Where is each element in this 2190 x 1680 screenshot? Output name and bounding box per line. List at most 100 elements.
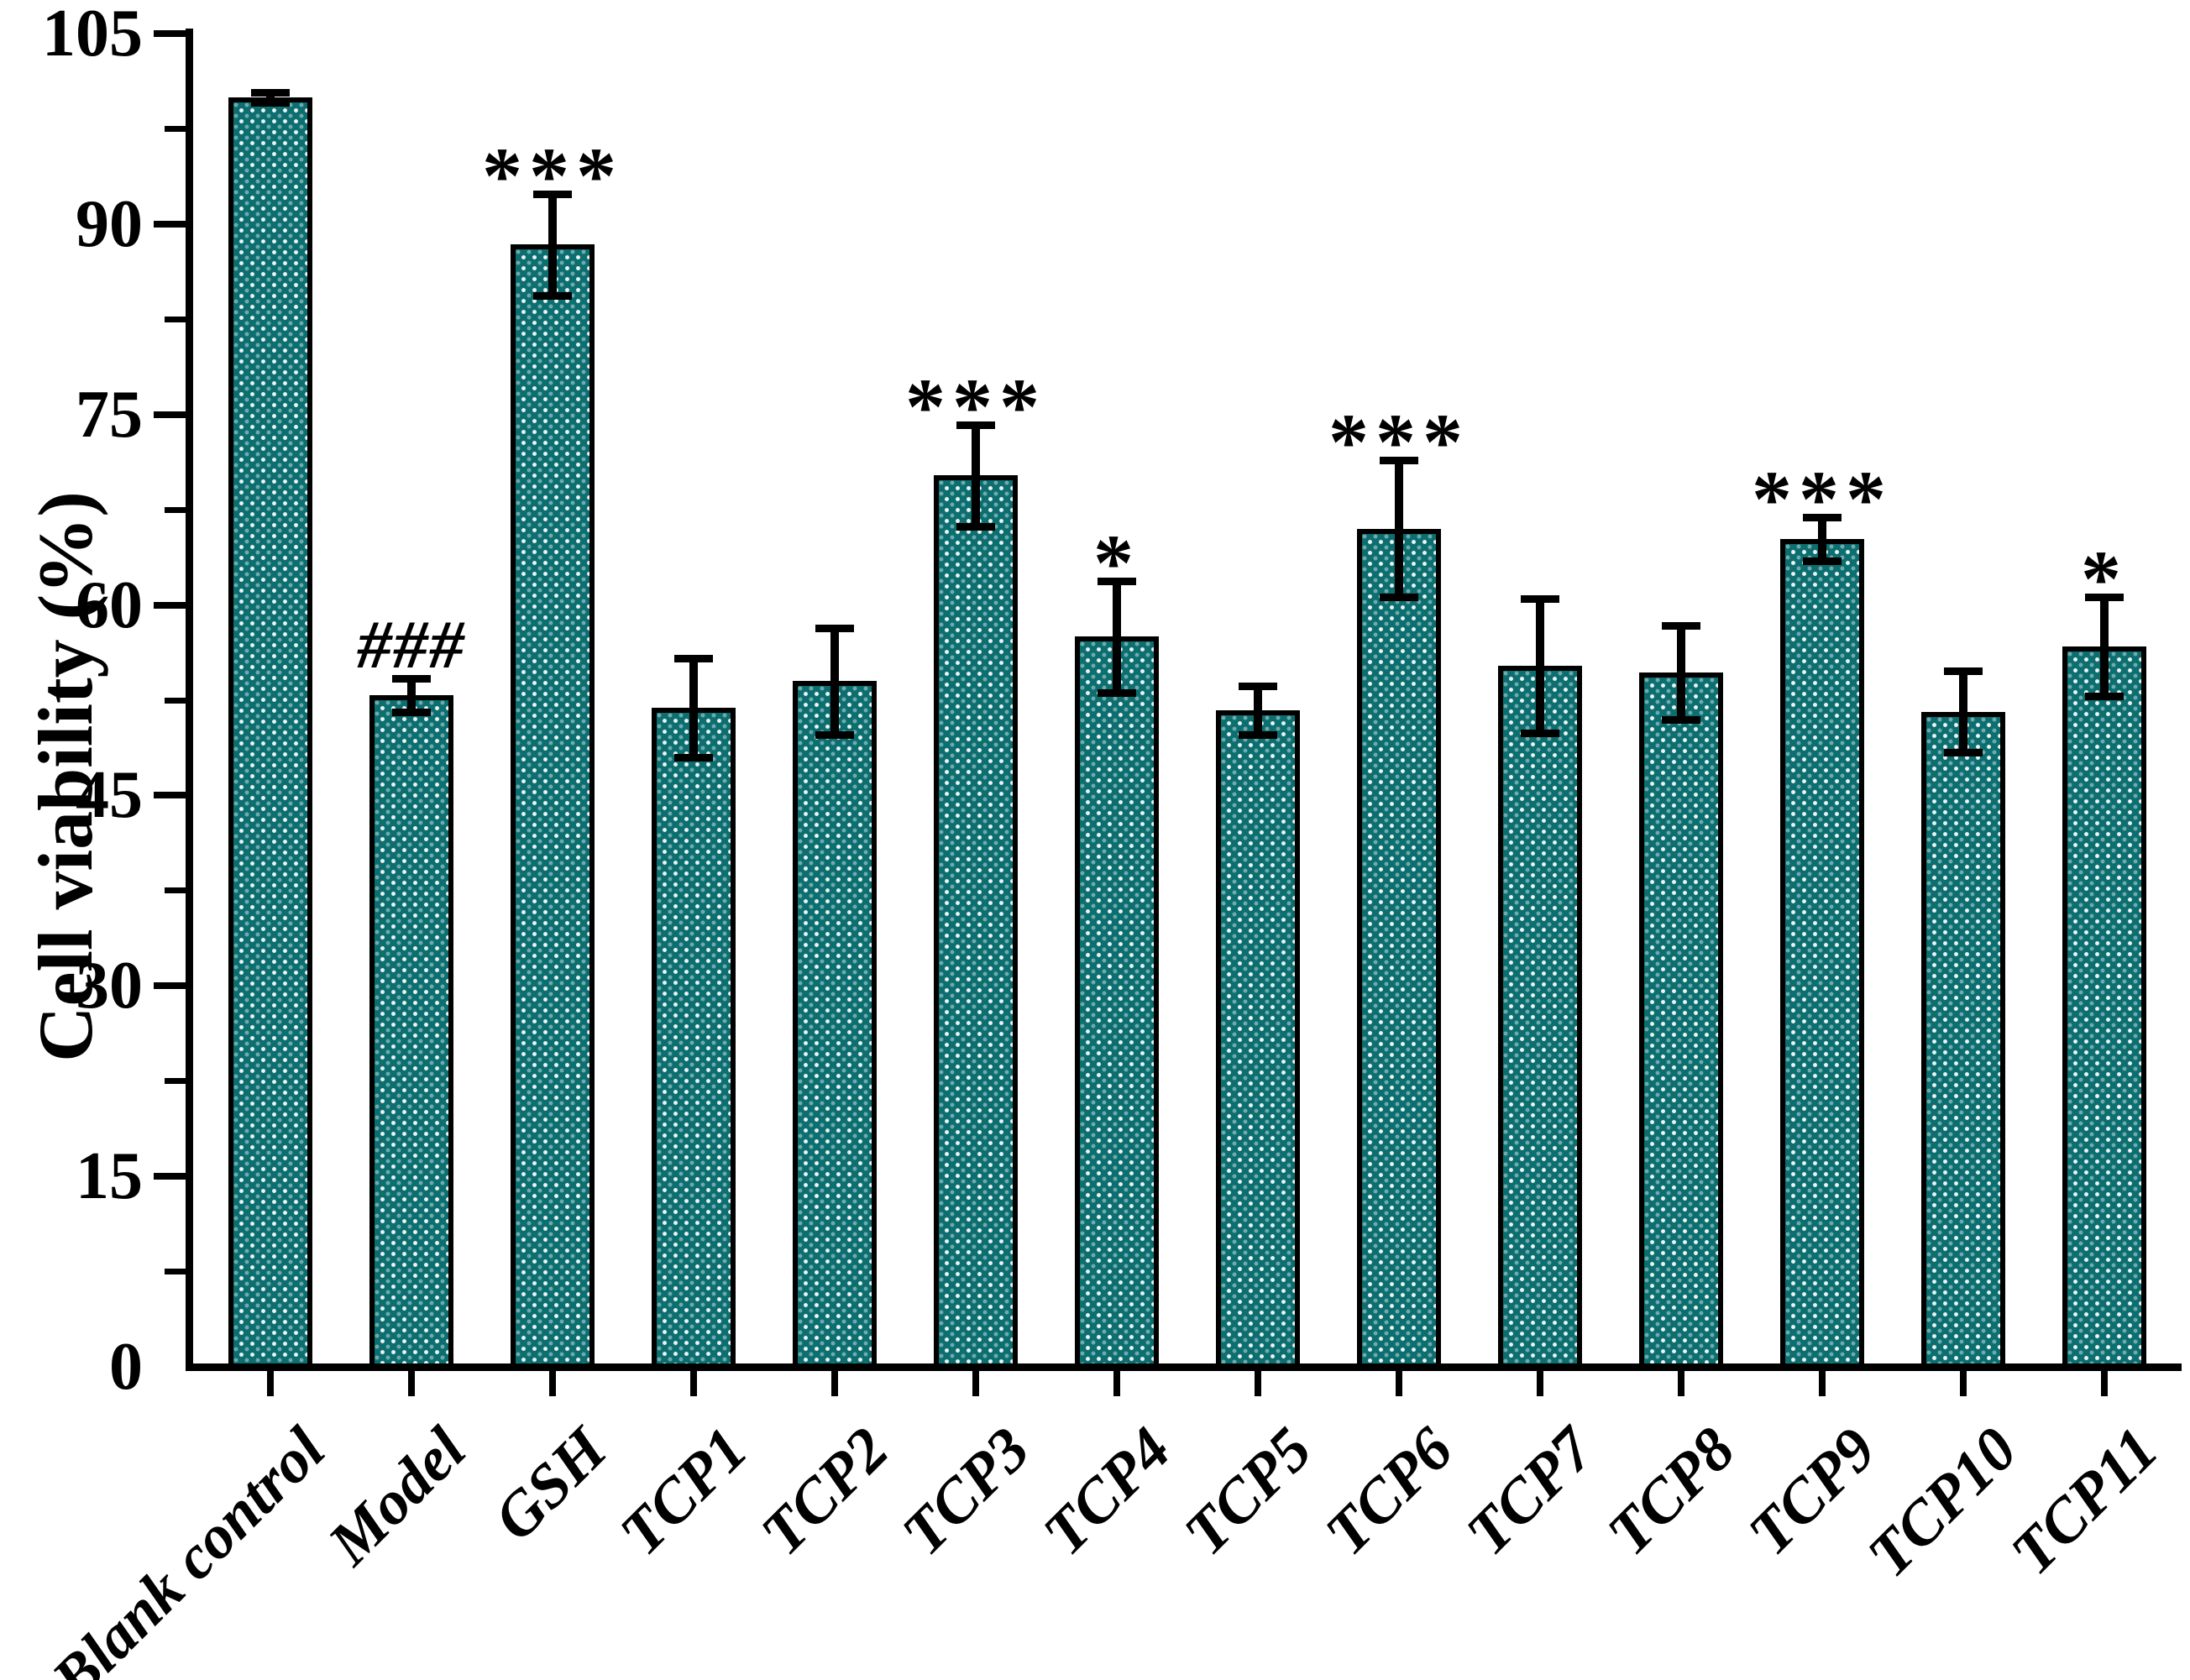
error-bar-cap-top-tcp7 (1521, 595, 1559, 603)
error-bar-line-tcp3 (972, 425, 980, 526)
y-minor-tick-82.5 (165, 317, 186, 322)
x-tick-tcp10 (1960, 1371, 1967, 1396)
x-tick-label-tcp3: TCP3 (889, 1415, 1044, 1569)
significance-annotation-tcp11: * (2081, 534, 2128, 625)
y-axis-spine (186, 29, 193, 1371)
x-tick-label-tcp6: TCP6 (1312, 1415, 1467, 1569)
y-major-tick-60 (154, 602, 186, 609)
error-bar-line-tcp10 (1959, 671, 1967, 752)
error-bar-cap-top-tcp1 (674, 655, 713, 662)
significance-annotation-tcp6: *** (1328, 397, 1470, 488)
x-tick-label-tcp8: TCP8 (1595, 1415, 1749, 1569)
y-minor-tick-37.5 (165, 887, 186, 893)
error-bar-line-tcp8 (1677, 625, 1685, 720)
error-bar-line-tcp7 (1536, 599, 1544, 733)
error-bar-line-gsh (548, 194, 557, 296)
bar-tcp8 (1639, 673, 1723, 1371)
error-bar-cap-bottom-tcp10 (1944, 749, 1983, 756)
y-minor-tick-7.5 (165, 1269, 186, 1274)
y-minor-tick-22.5 (165, 1078, 186, 1084)
error-bar-line-blank-control (266, 92, 275, 102)
x-tick-tcp8 (1678, 1371, 1684, 1396)
x-tick-label-tcp4: TCP4 (1030, 1415, 1185, 1569)
y-minor-tick-67.5 (165, 507, 186, 513)
significance-annotation-model: ### (357, 606, 466, 683)
x-tick-gsh (549, 1371, 556, 1396)
error-bar-cap-bottom-tcp11 (2085, 693, 2124, 700)
bar-tcp4 (1075, 636, 1159, 1371)
y-tick-label-105: 105 (42, 0, 143, 71)
y-tick-label-75: 75 (76, 378, 143, 452)
error-bar-cap-top-tcp6 (1380, 457, 1418, 464)
error-bar-line-tcp5 (1254, 686, 1262, 734)
y-major-tick-75 (154, 411, 186, 418)
x-axis-spine (186, 1363, 2182, 1371)
x-tick-label-tcp1: TCP1 (607, 1415, 762, 1569)
error-bar-line-tcp4 (1113, 581, 1121, 693)
bar-tcp5 (1216, 710, 1300, 1371)
error-bar-line-model (407, 678, 416, 711)
significance-annotation-gsh: *** (482, 131, 623, 222)
error-bar-cap-bottom-blank-control (251, 99, 290, 107)
error-bar-cap-top-tcp11 (2085, 594, 2124, 601)
error-bar-cap-bottom-tcp3 (956, 523, 995, 531)
y-tick-label-0: 0 (109, 1330, 143, 1404)
x-tick-tcp3 (972, 1371, 979, 1396)
x-tick-tcp6 (1396, 1371, 1402, 1396)
x-tick-tcp4 (1113, 1371, 1120, 1396)
y-tick-label-45: 45 (76, 758, 143, 832)
y-tick-label-60: 60 (76, 568, 143, 642)
x-tick-label-blank-control: Blank control (39, 1415, 338, 1680)
error-bar-cap-top-tcp2 (815, 625, 854, 632)
error-bar-line-tcp1 (689, 658, 698, 757)
error-bar-cap-bottom-tcp7 (1521, 730, 1559, 737)
error-bar-cap-top-tcp5 (1239, 683, 1277, 690)
error-bar-cap-top-tcp4 (1098, 578, 1136, 585)
y-major-tick-105 (154, 30, 186, 37)
x-tick-label-tcp11: TCP11 (1998, 1415, 2172, 1588)
error-bar-cap-top-tcp3 (956, 421, 995, 429)
y-major-tick-90 (154, 221, 186, 228)
x-tick-tcp11 (2101, 1371, 2108, 1396)
significance-annotation-tcp9: *** (1752, 454, 1893, 545)
error-bar-cap-top-tcp9 (1803, 514, 1842, 521)
error-bar-cap-bottom-tcp8 (1662, 716, 1700, 724)
bar-tcp7 (1498, 666, 1582, 1371)
error-bar-cap-top-tcp10 (1944, 667, 1983, 675)
x-tick-tcp7 (1537, 1371, 1543, 1396)
x-tick-label-model: Model (315, 1415, 479, 1578)
error-bar-line-tcp6 (1395, 460, 1403, 597)
x-tick-model (408, 1371, 415, 1396)
error-bar-cap-top-tcp8 (1662, 622, 1700, 630)
bar-tcp11 (2062, 646, 2146, 1371)
x-tick-tcp1 (690, 1371, 697, 1396)
y-major-tick-15 (154, 1173, 186, 1180)
y-tick-label-15: 15 (76, 1139, 143, 1213)
error-bar-cap-bottom-tcp5 (1239, 731, 1277, 739)
y-tick-label-90: 90 (76, 187, 143, 261)
x-tick-label-tcp5: TCP5 (1171, 1415, 1326, 1569)
y-minor-tick-52.5 (165, 698, 186, 704)
bar-model (369, 695, 453, 1371)
error-bar-cap-top-model (392, 675, 431, 683)
x-tick-tcp5 (1255, 1371, 1261, 1396)
error-bar-cap-bottom-tcp4 (1098, 689, 1136, 697)
x-tick-label-tcp2: TCP2 (748, 1415, 903, 1569)
bar-gsh (511, 244, 595, 1371)
error-bar-line-tcp11 (2100, 597, 2109, 696)
error-bar-cap-top-blank-control (251, 89, 290, 97)
bar-tcp2 (793, 681, 877, 1371)
error-bar-cap-bottom-gsh (533, 292, 572, 300)
error-bar-cap-bottom-tcp2 (815, 731, 854, 739)
error-bar-cap-top-gsh (533, 191, 572, 198)
bar-blank-control (228, 97, 312, 1371)
significance-annotation-tcp3: *** (905, 362, 1046, 453)
x-tick-label-gsh: GSH (480, 1415, 621, 1554)
y-minor-tick-97.5 (165, 126, 186, 132)
y-major-tick-45 (154, 792, 186, 798)
significance-annotation-tcp4: * (1093, 518, 1140, 609)
error-bar-cap-bottom-tcp9 (1803, 557, 1842, 565)
error-bar-cap-bottom-model (392, 709, 431, 716)
y-tick-label-30: 30 (76, 949, 143, 1023)
